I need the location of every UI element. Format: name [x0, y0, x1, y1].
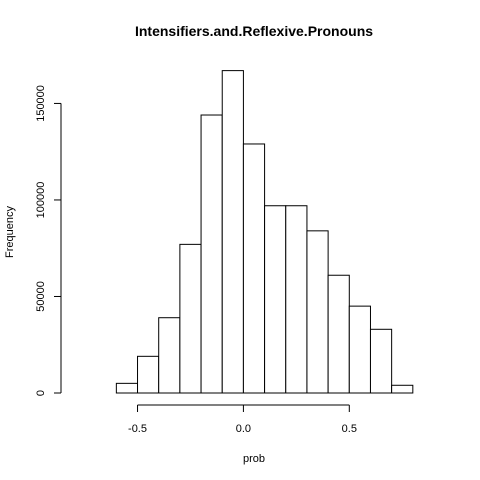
histogram-bar	[242, 143, 266, 394]
histogram-bar	[158, 317, 181, 394]
histogram-bar	[221, 70, 244, 394]
histogram-bar	[306, 230, 329, 394]
y-tick-label: 50000	[35, 281, 47, 312]
y-axis: 0 50000 100000 150000	[35, 85, 62, 396]
histogram-bar	[264, 205, 287, 394]
histogram-bar	[179, 243, 202, 394]
x-tick-label: -0.5	[128, 423, 147, 435]
x-tick-label: 0.0	[236, 423, 251, 435]
histogram-bars	[115, 70, 414, 394]
histogram-bar	[200, 114, 223, 394]
histogram-bar	[115, 382, 139, 394]
y-axis-label: Frequency	[4, 206, 16, 258]
y-tick-label: 100000	[35, 182, 47, 219]
histogram-bar	[327, 274, 350, 394]
y-tick-label: 150000	[35, 85, 47, 122]
x-axis-label: prob	[243, 453, 265, 465]
x-axis: -0.5 0.0 0.5	[128, 404, 357, 435]
x-tick-label: 0.5	[342, 423, 357, 435]
histogram-bar	[369, 328, 393, 394]
histogram-bar	[285, 205, 308, 394]
histogram-bar	[391, 384, 414, 394]
y-tick-label: 0	[35, 390, 47, 396]
chart-title: Intensifiers.and.Reflexive.Pronouns	[135, 23, 373, 39]
histogram-bar	[137, 355, 160, 394]
histogram-bar	[348, 305, 371, 394]
